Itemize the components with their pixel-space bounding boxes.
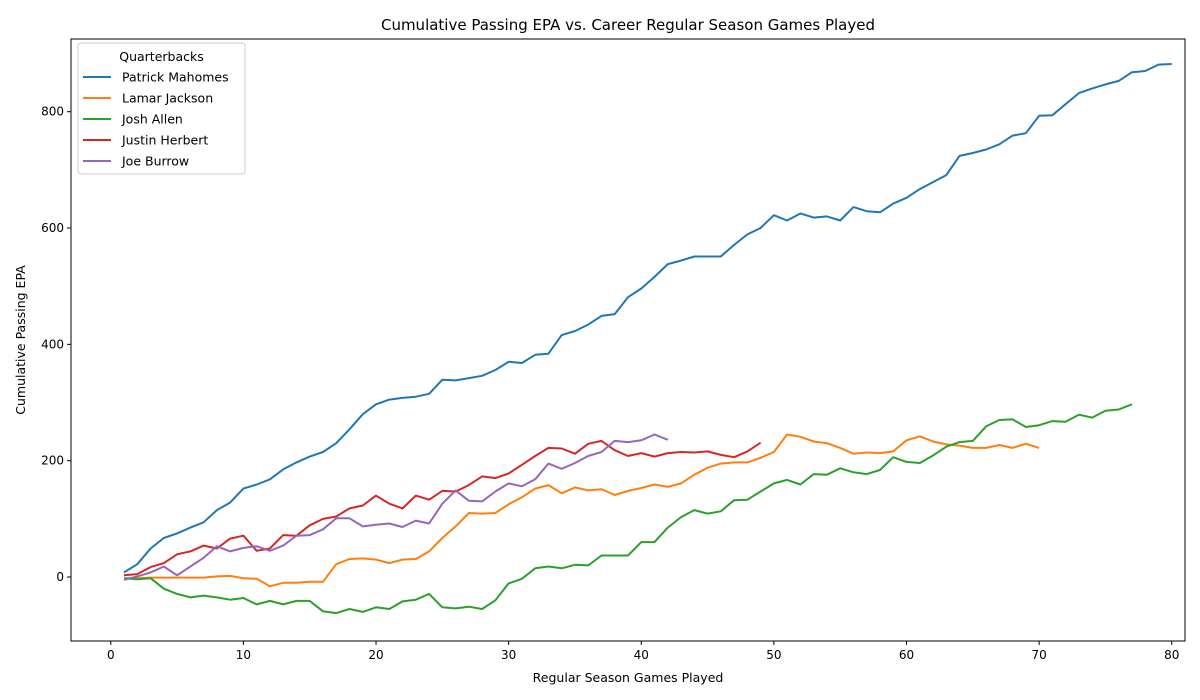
- x-tick-label: 50: [766, 648, 781, 662]
- x-tick-label: 80: [1164, 648, 1179, 662]
- plot-area: [70, 38, 1186, 642]
- legend-title: Quarterbacks: [119, 49, 204, 64]
- series-lines: [123, 63, 1172, 615]
- x-tick-label: 30: [501, 648, 516, 662]
- y-tick-label: 200: [41, 454, 64, 468]
- series-line-patrick-mahomes: [123, 63, 1172, 574]
- legend-entry-lamar-jackson: Lamar Jackson: [122, 91, 213, 106]
- series-line-josh-allen: [123, 403, 1133, 615]
- y-tick-label: 800: [41, 105, 64, 119]
- x-tick-label: 60: [899, 648, 914, 662]
- y-tick-label: 600: [41, 221, 64, 235]
- y-axis: 0 200 400 600 800: [41, 105, 71, 584]
- series-line-justin-herbert: [123, 439, 762, 577]
- chart-title: Cumulative Passing EPA vs. Career Regula…: [381, 16, 875, 34]
- x-axis-label: Regular Season Games Played: [533, 670, 724, 685]
- legend-entry-justin-herbert: Justin Herbert: [121, 133, 208, 148]
- series-line-joe-burrow: [123, 433, 669, 581]
- y-tick-label: 0: [56, 570, 64, 584]
- x-tick-label: 70: [1031, 648, 1046, 662]
- x-tick-label: 40: [634, 648, 649, 662]
- y-axis-label: Cumulative Passing EPA: [13, 265, 28, 415]
- x-tick-label: 20: [368, 648, 383, 662]
- x-axis: 0 10 20 30 40 50 60 70 80: [107, 641, 1179, 662]
- series-line-lamar-jackson: [124, 433, 1040, 588]
- legend-entry-patrick-mahomes: Patrick Mahomes: [122, 70, 229, 85]
- legend-entry-joe-burrow: Joe Burrow: [121, 154, 189, 169]
- x-tick-label: 10: [236, 648, 251, 662]
- x-tick-label: 0: [107, 648, 115, 662]
- legend-box: [77, 42, 246, 175]
- legend: Quarterbacks Patrick Mahomes Lamar Jackso…: [77, 42, 246, 175]
- y-tick-label: 400: [41, 337, 64, 351]
- legend-entry-josh-allen: Josh Allen: [121, 112, 183, 127]
